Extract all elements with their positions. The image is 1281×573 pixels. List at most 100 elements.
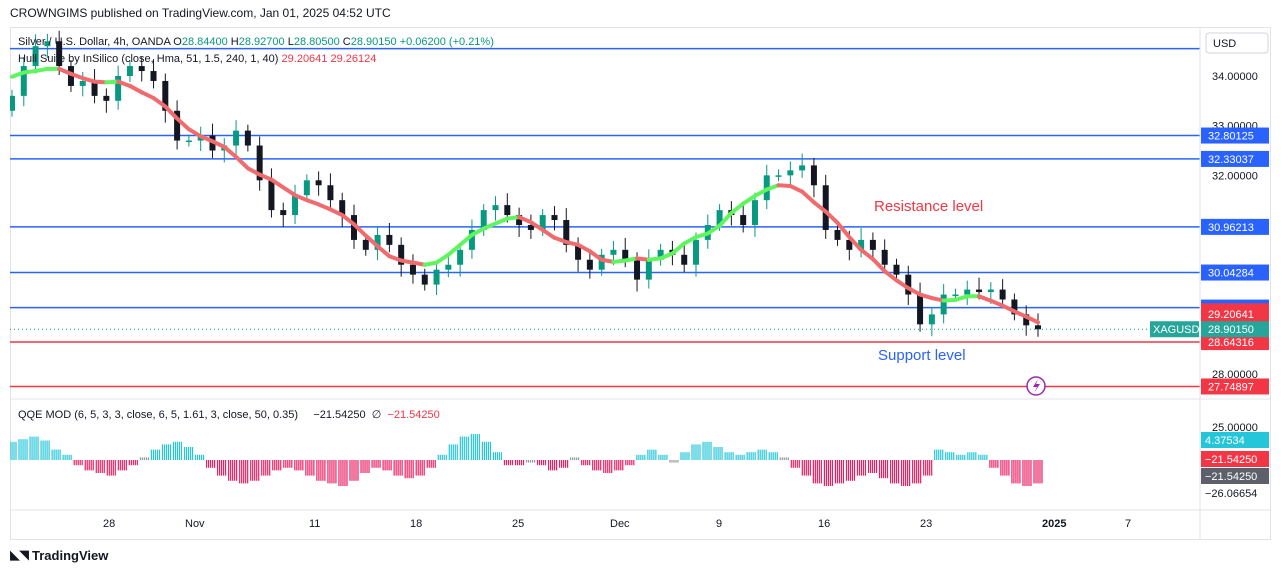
hull-segment	[375, 244, 392, 259]
tradingview-footer[interactable]: ◣◥ TradingView	[10, 547, 108, 563]
level-tag	[1201, 127, 1269, 144]
hull-segment	[1024, 314, 1040, 325]
y-tick-label: 32.00000	[1212, 170, 1258, 182]
hull-segment	[705, 223, 722, 236]
price-chart[interactable]: USD 34.00000 33.00000 32.00000 28.00000 32.80…	[10, 27, 1271, 540]
candle-body	[1035, 325, 1041, 330]
candle-body	[905, 274, 912, 295]
candle-body	[575, 244, 582, 260]
hull-segment	[469, 226, 486, 237]
level-tag	[1201, 218, 1269, 235]
x-tick-label: 28	[103, 518, 115, 530]
candle-body	[103, 95, 110, 101]
hull-segment	[116, 79, 132, 88]
hull-segment	[682, 235, 698, 246]
x-tick-label: 18	[410, 518, 422, 530]
low-label: L	[287, 36, 294, 48]
candle-body	[362, 239, 369, 250]
candle-body	[504, 205, 511, 216]
hull-segment	[658, 251, 675, 261]
indicator-name: Hull Suite by InSilico (close, Hma, 51, …	[18, 53, 279, 65]
hull-segment	[694, 231, 710, 240]
candle-body	[10, 95, 15, 111]
candle-body	[622, 249, 629, 260]
hull-segment	[811, 200, 828, 214]
qqe-tag-label: −26.06654	[1205, 488, 1257, 500]
hull-segment	[458, 232, 474, 247]
candle-body	[539, 215, 546, 230]
hull-segment	[269, 177, 286, 190]
close-label: C	[342, 36, 351, 48]
candle-body	[834, 229, 841, 240]
hull-segment	[387, 254, 404, 263]
hull-segment	[823, 209, 840, 225]
candle-body	[940, 294, 947, 315]
candle-body	[126, 66, 133, 76]
candle-body	[799, 165, 806, 171]
hull-segment	[316, 202, 333, 212]
candle-body	[20, 66, 27, 96]
level-tag-label: 27.74897	[1208, 381, 1254, 393]
qqe-value-2: −21.54250	[387, 409, 440, 421]
hull-segment	[918, 292, 934, 301]
hull-segment	[186, 127, 203, 139]
candle-body	[79, 80, 86, 86]
hull-segment	[1000, 303, 1017, 314]
candle-body	[1023, 314, 1030, 326]
candle-body	[292, 195, 299, 216]
level-tag-label: 30.04284	[1208, 268, 1254, 280]
level-tag	[1201, 264, 1269, 281]
low-value: 28.80500	[293, 36, 340, 48]
candle-body	[716, 210, 723, 225]
hull-segment	[752, 187, 769, 198]
candle-body	[256, 145, 263, 181]
candle-body	[527, 225, 534, 230]
candle-body	[598, 254, 605, 270]
candle-body	[457, 249, 464, 265]
candle-body	[115, 76, 122, 101]
hull-segment	[222, 144, 239, 159]
candle-body	[32, 46, 39, 67]
candle-body	[893, 264, 900, 275]
symbol-name: Silver / U.S. Dollar, 4h, OANDA	[18, 36, 171, 48]
candle-body	[374, 234, 381, 250]
hull-segment	[57, 66, 73, 76]
hull-segment	[304, 198, 321, 207]
hull-segment	[198, 134, 215, 144]
price-tag-label: 28.90150	[1208, 324, 1254, 336]
candle-body	[150, 71, 157, 81]
symbol-tag-label: XAGUSD	[1153, 324, 1200, 336]
hull-segment	[906, 286, 923, 297]
level-tag	[1201, 334, 1269, 351]
hull-segment	[127, 83, 144, 95]
chart-frame	[10, 27, 1271, 540]
hull-segment	[894, 278, 911, 291]
level-tag-label: 32.33037	[1208, 154, 1254, 166]
price-tag	[1201, 321, 1269, 338]
open-value: 28.84400	[181, 36, 228, 48]
price-tag-label: 29.20641	[1208, 309, 1254, 321]
candle-body	[952, 294, 959, 297]
hull-segment	[670, 241, 687, 256]
candle-body	[327, 185, 334, 201]
candle-body	[233, 130, 240, 146]
hull-segment	[717, 210, 734, 228]
candle-body	[315, 180, 322, 186]
y-tick-label: 33.00000	[1212, 121, 1258, 133]
high-label: H	[230, 36, 239, 48]
candle-body	[634, 259, 641, 280]
qqe-tag-label: −21.54250	[1205, 471, 1257, 483]
hull-segment	[80, 76, 97, 84]
qqe-tag	[1201, 468, 1269, 484]
candle-body	[433, 269, 440, 285]
hull-segment	[929, 296, 946, 303]
hull-segment	[517, 215, 533, 225]
price-tag	[1201, 306, 1269, 323]
candle-body	[917, 294, 924, 325]
candle-body	[740, 215, 747, 225]
hull-segment	[870, 257, 887, 274]
candle-body	[751, 200, 758, 225]
candle-body	[681, 254, 688, 265]
hull-segment	[988, 298, 1005, 308]
hull-segment	[800, 189, 816, 205]
